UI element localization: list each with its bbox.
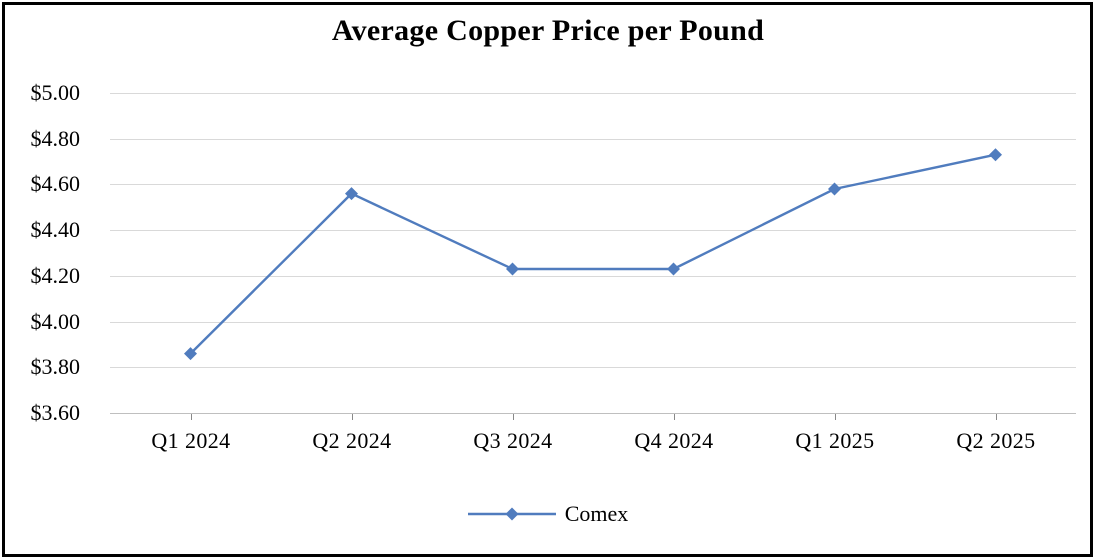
y-axis-label: $5.00: [30, 80, 81, 105]
y-axis-label: $4.80: [30, 126, 81, 151]
y-axis-label: $4.60: [30, 171, 81, 196]
legend: Comex: [0, 501, 1096, 527]
gridline: [110, 139, 1076, 140]
x-axis-tick: [513, 414, 514, 420]
x-axis-tick: [191, 414, 192, 420]
gridline: [110, 93, 1076, 94]
x-axis-tick: [674, 414, 675, 420]
legend-diamond-line-icon: [467, 507, 556, 521]
x-axis-tick: [996, 414, 997, 420]
x-axis-line: [110, 413, 1076, 414]
chart-title: Average Copper Price per Pound: [331, 14, 765, 47]
x-axis-tick: [835, 414, 836, 420]
x-axis-label: Q1 2025: [795, 428, 875, 453]
x-axis-label: Q3 2024: [473, 428, 553, 453]
x-axis-label: Q1 2024: [151, 428, 231, 453]
gridline: [110, 230, 1076, 231]
y-axis-label: $3.80: [30, 354, 81, 379]
gridline: [110, 184, 1076, 185]
y-axis-label: $4.40: [30, 217, 81, 242]
gridline: [110, 322, 1076, 323]
y-axis-label: $4.20: [30, 263, 81, 288]
y-axis-label: $4.00: [30, 309, 81, 334]
gridline: [110, 367, 1076, 368]
gridline: [110, 276, 1076, 277]
x-axis-label: Q4 2024: [634, 428, 714, 453]
x-axis-tick: [352, 414, 353, 420]
y-axis-label: $3.60: [30, 400, 81, 425]
legend-label: Comex: [564, 501, 629, 526]
x-axis-label: Q2 2025: [956, 428, 1036, 453]
x-axis-label: Q2 2024: [312, 428, 392, 453]
